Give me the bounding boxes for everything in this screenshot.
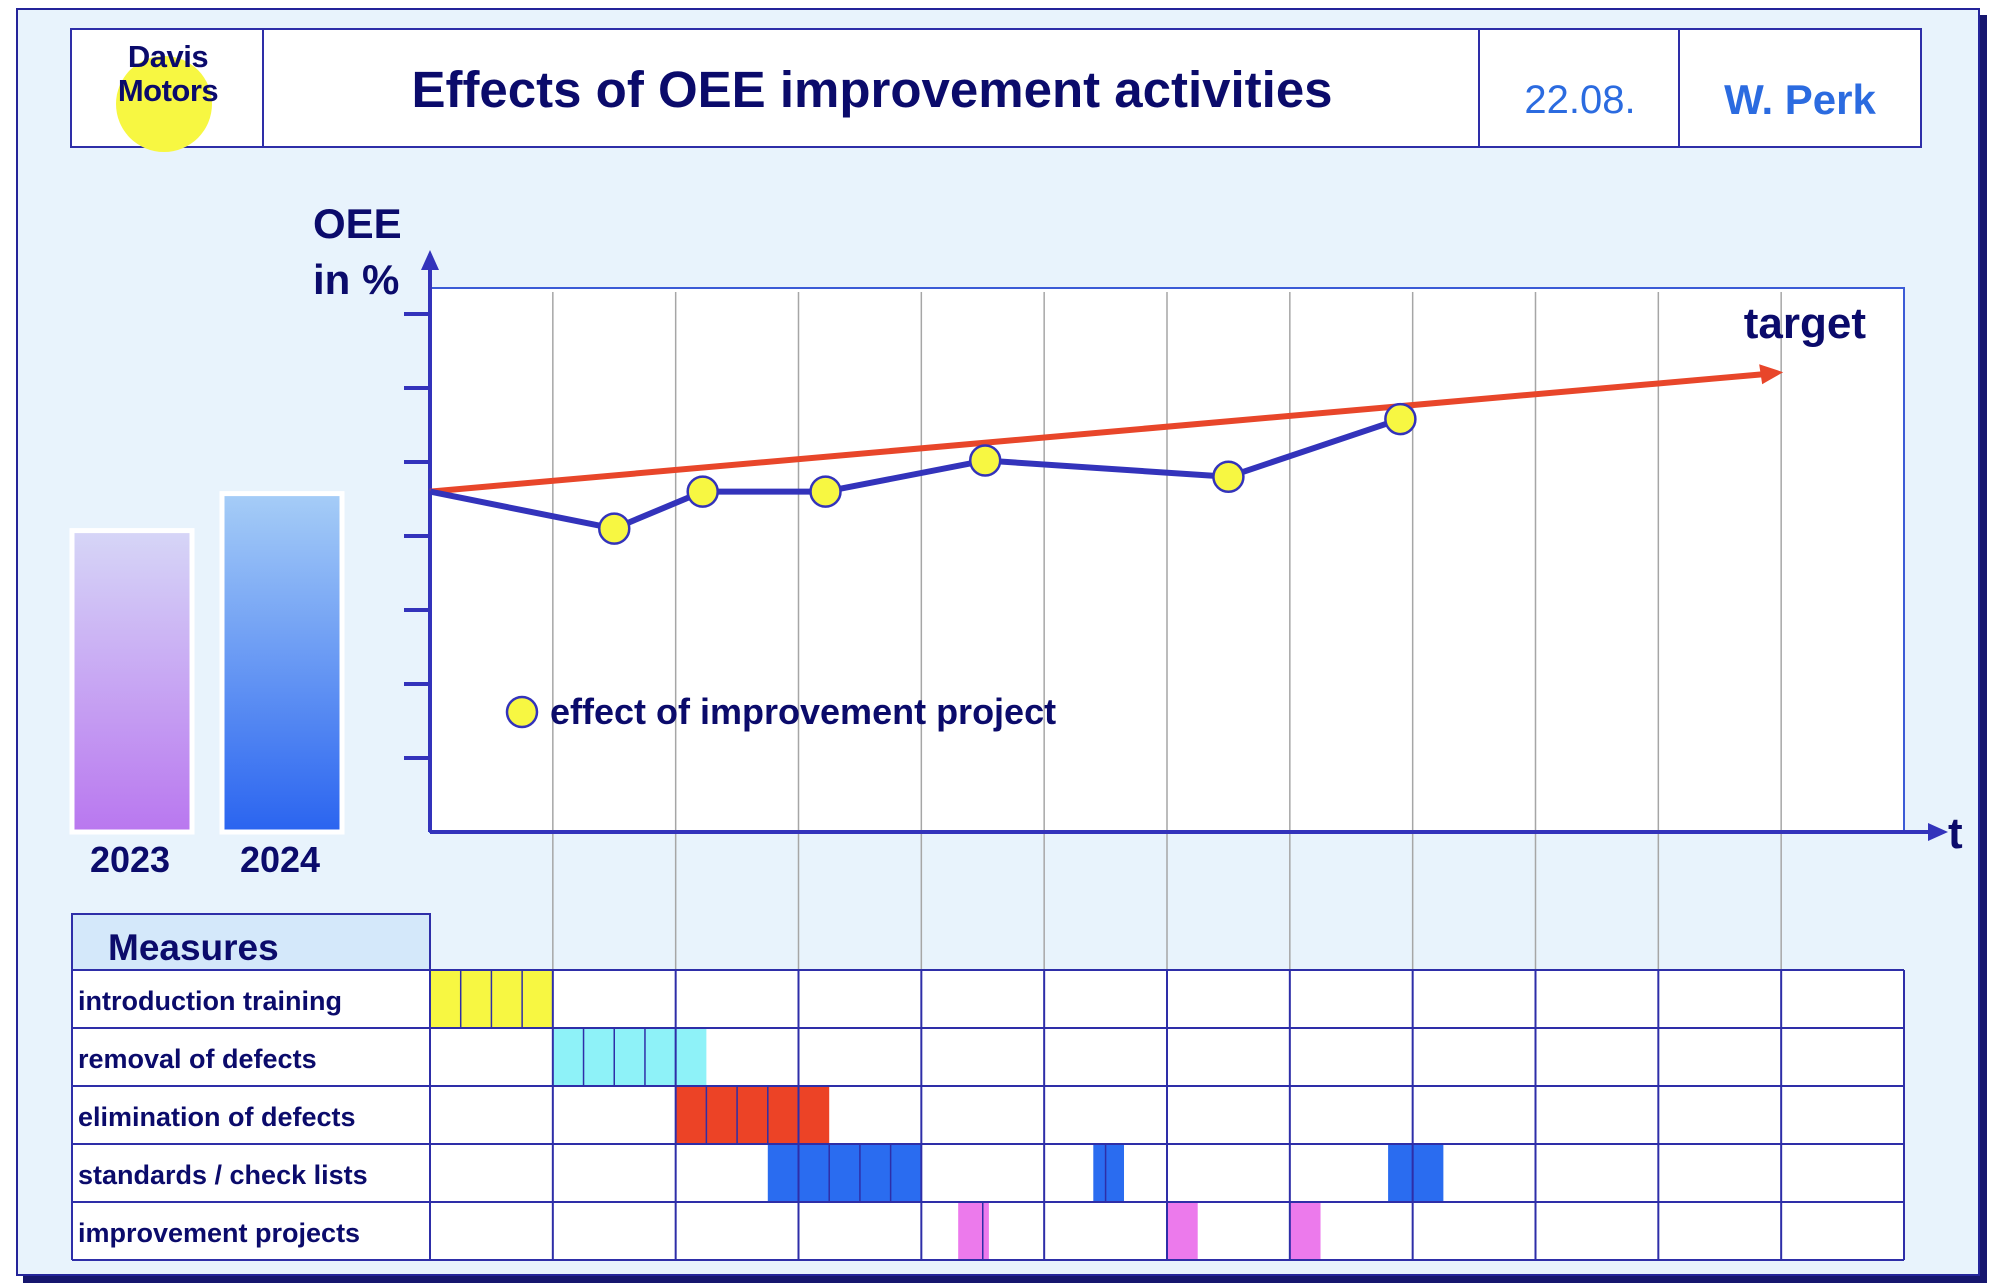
logo-sun-icon [116, 56, 212, 152]
author-label: W. Perk [1724, 76, 1876, 123]
improvement-effect-marker [1212, 460, 1245, 494]
target-line [429, 371, 1764, 495]
company-logo: Davis Motors [72, 40, 264, 108]
measure-label: standards / check lists [78, 1160, 368, 1190]
improvement-effect-marker [598, 512, 631, 545]
improvement-effect-marker [809, 475, 842, 508]
measure-bar [675, 1086, 830, 1144]
legend-marker-icon [505, 695, 539, 729]
measure-label: improvement projects [78, 1218, 360, 1248]
x-axis-label: t [1948, 809, 1963, 858]
page-title: Effects of OEE improvement activities [411, 61, 1333, 118]
title-cell: Effects of OEE improvement activities [264, 30, 1480, 146]
improvement-effect-marker [1384, 402, 1417, 436]
header-bar: Davis Motors Effects of OEE improvement … [70, 28, 1922, 152]
date-cell: 22.08. [1480, 30, 1680, 146]
measure-label: removal of defects [78, 1044, 317, 1074]
y-axis-label-line-2: in % [313, 256, 399, 303]
bar-2023 [69, 528, 195, 835]
measure-bar [1388, 1144, 1444, 1202]
bar-label-2024: 2024 [240, 839, 320, 880]
bar-2024 [219, 491, 345, 835]
measure-bar [1167, 1202, 1198, 1260]
measure-bar [767, 1144, 922, 1202]
target-arrow-icon [1759, 364, 1784, 385]
date-label: 22.08. [1524, 78, 1636, 122]
improvement-effect-marker [968, 444, 1002, 477]
measure-bar [958, 1202, 989, 1260]
measure-bar [1289, 1202, 1321, 1260]
measure-bar [1093, 1144, 1125, 1202]
logo-line-2: Motors [117, 73, 219, 108]
measure-bar [552, 1028, 707, 1086]
measure-label: introduction training [78, 986, 342, 1016]
measures-table: Measures introduction training removal of … [71, 913, 1905, 1261]
measure-label: elimination of defects [78, 1102, 356, 1132]
y-axis-arrow-icon [421, 250, 439, 270]
measures-header-cell [71, 913, 431, 971]
y-axis-label-line-1: OEE [313, 200, 402, 247]
target-label: target [1744, 299, 1867, 348]
logo-cell: Davis Motors [72, 30, 264, 152]
measures-header: Measures [108, 927, 279, 968]
legend-label: effect of improvement project [550, 691, 1056, 732]
bar-label-2023: 2023 [90, 839, 170, 880]
reference-bars: 2023 2024 [69, 491, 345, 880]
improvement-effect-marker [686, 475, 719, 508]
author-cell: W. Perk [1680, 30, 1920, 146]
logo-line-1: Davis [127, 39, 209, 74]
x-axis-arrow-icon [1928, 823, 1948, 841]
